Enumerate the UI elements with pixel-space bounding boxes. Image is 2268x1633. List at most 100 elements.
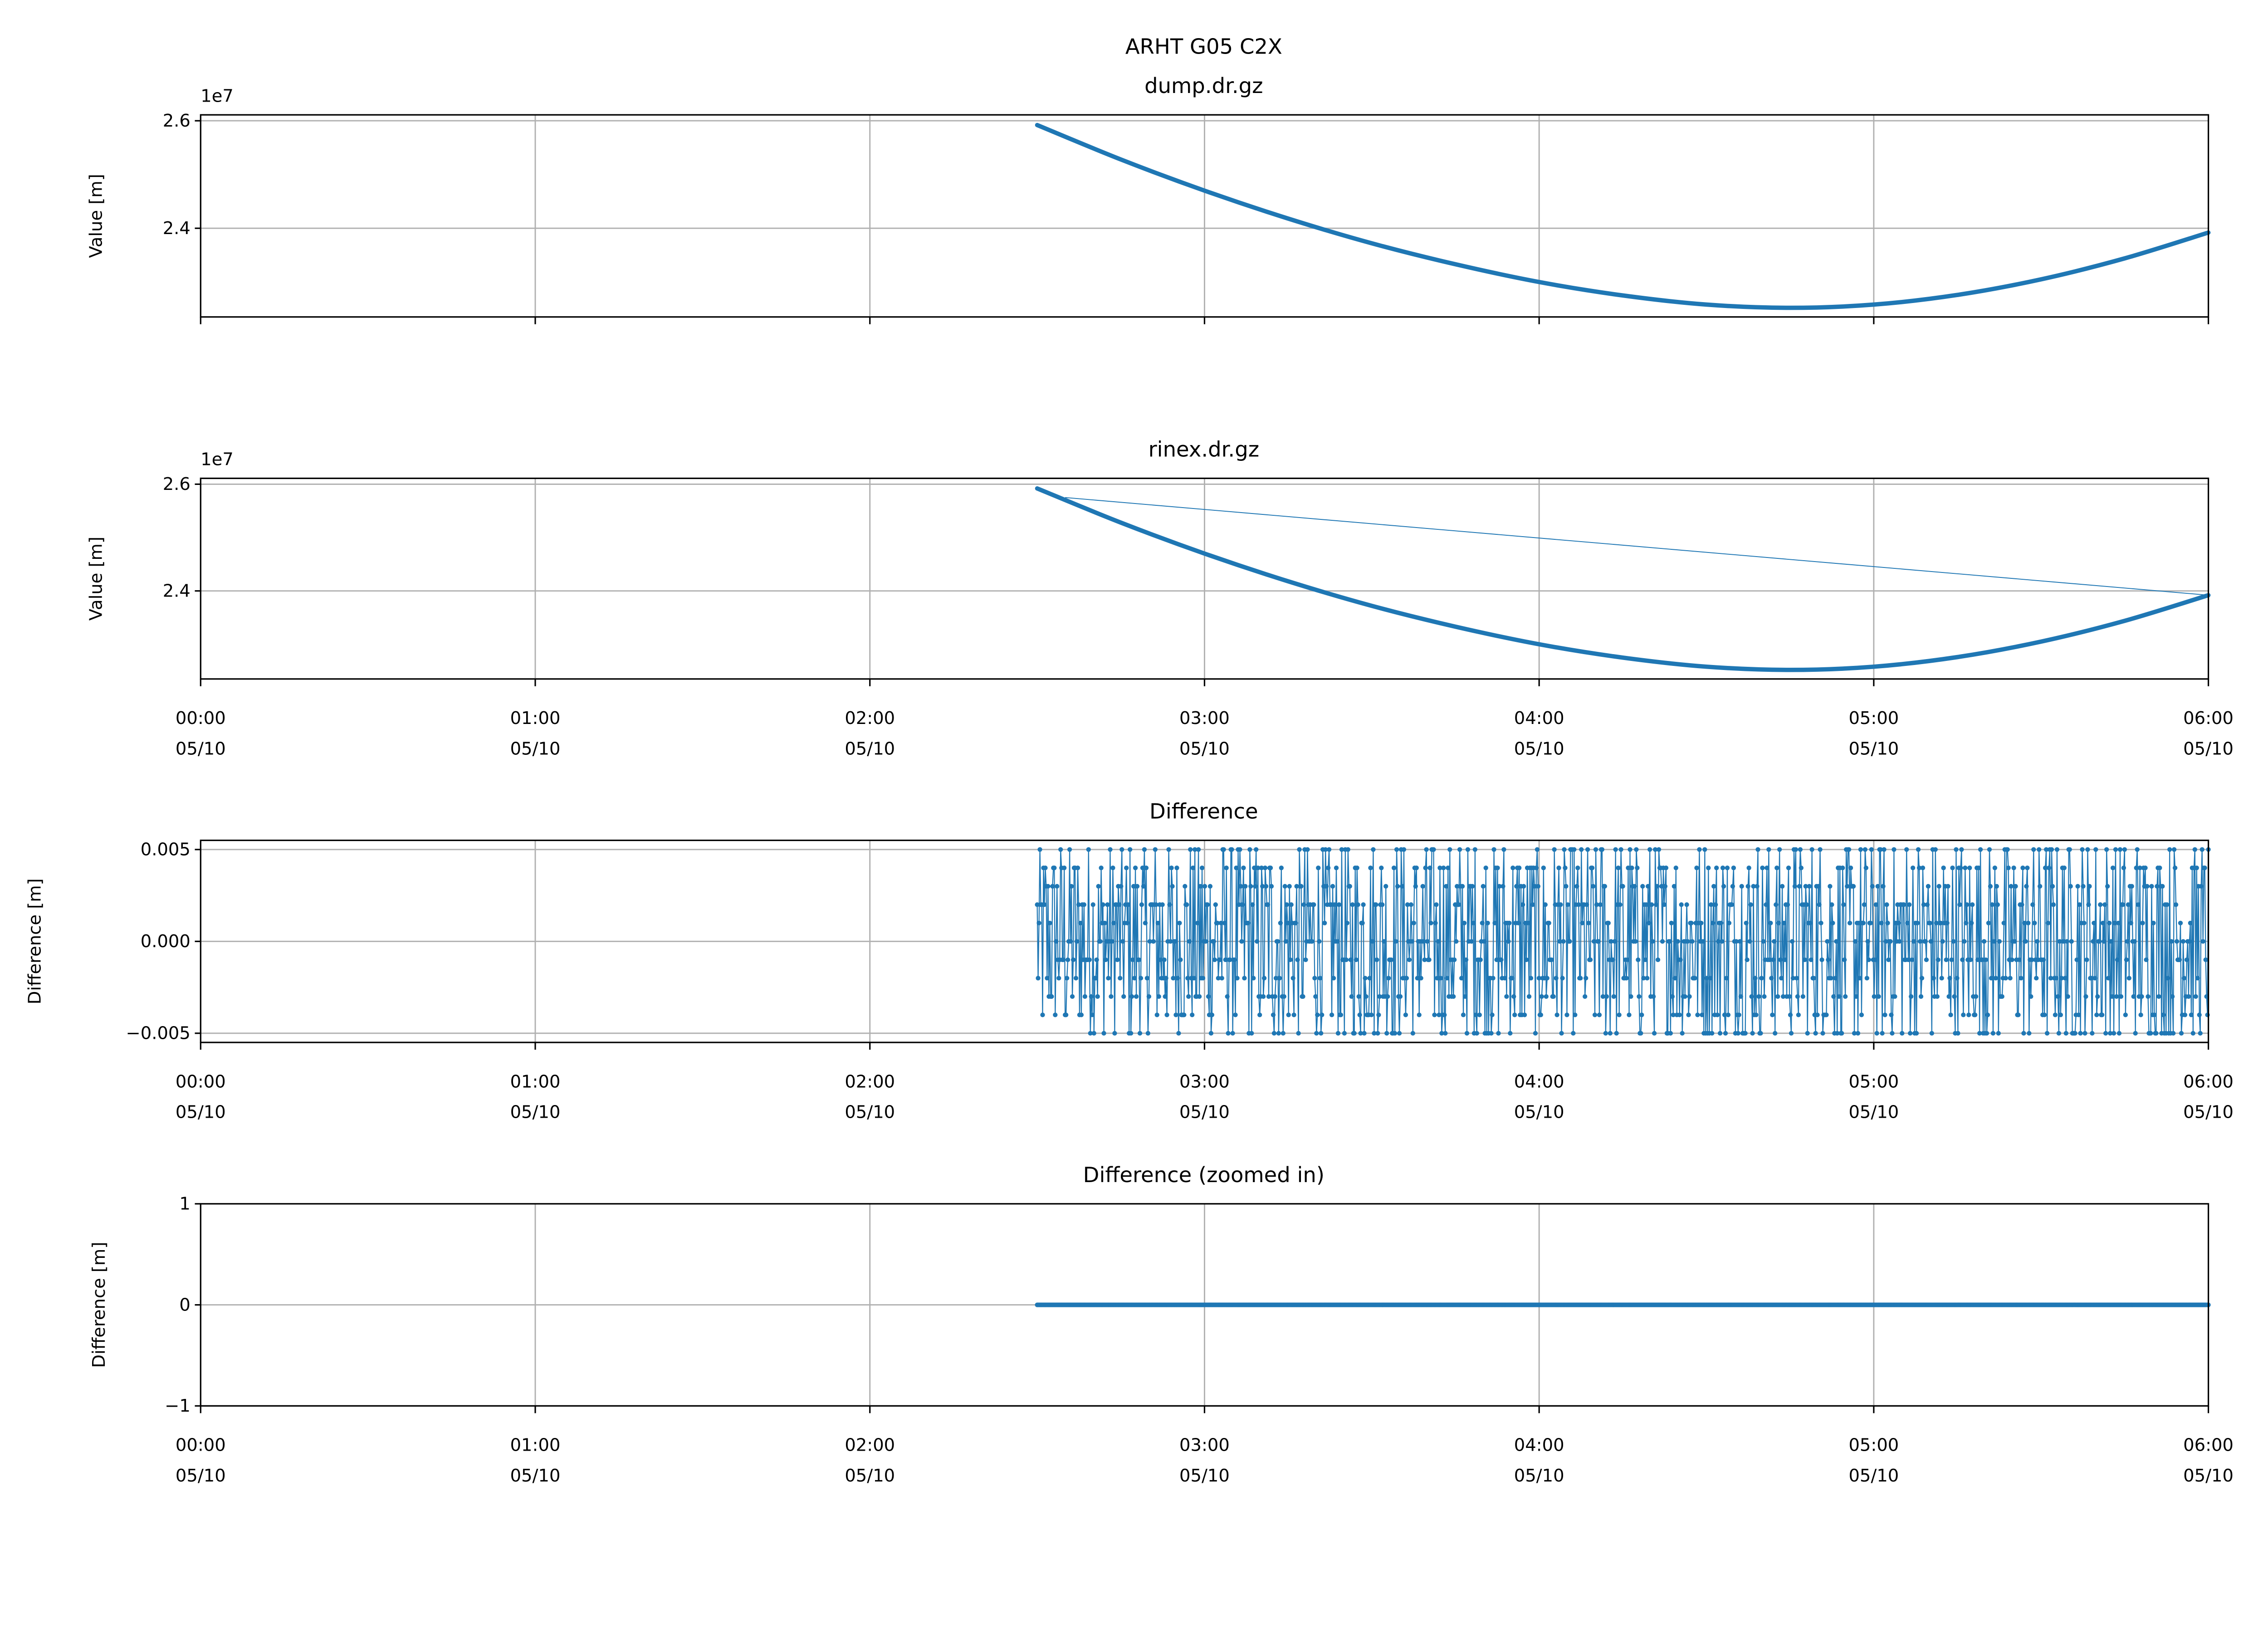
- axes-frame: [200, 1203, 2209, 1407]
- y-tick-label: 2.4: [163, 218, 191, 239]
- data-point: [1929, 1031, 1934, 1036]
- series-line: [1035, 122, 2211, 310]
- data-point: [1608, 1031, 1613, 1036]
- data-point: [1773, 1031, 1778, 1036]
- data-point: [1805, 1031, 1810, 1036]
- x-tick-label-date: 05/10: [2183, 738, 2234, 759]
- x-tick-label-date: 05/10: [1848, 1466, 1899, 1486]
- x-tick-label-time: 02:00: [845, 708, 895, 728]
- x-tick-label-date: 05/10: [510, 738, 561, 759]
- x-tick-label-time: 03:00: [1179, 1435, 1230, 1456]
- data-point: [2048, 976, 2053, 981]
- data-point: [1242, 976, 1247, 981]
- panel-1: 2.4 2.6 dump.dr.gz Value [m] 1e7: [86, 73, 2211, 324]
- panel-3: 0.005 0.000 −0.005 00:00 05/10 01:00 05/10 02:0…: [25, 799, 2234, 1122]
- data-point: [2021, 1031, 2026, 1036]
- data-point: [1335, 1031, 1341, 1036]
- data-point: [1410, 1031, 1415, 1036]
- x-tick-label-time: 06:00: [2183, 1071, 2234, 1092]
- y-tick-label: 0.000: [141, 931, 191, 952]
- x-tick-label-time: 00:00: [176, 1435, 226, 1456]
- x-tick-label-time: 05:00: [1848, 1435, 1899, 1456]
- data-point: [1336, 902, 1342, 907]
- x-tick-label-time: 06:00: [2183, 1435, 2234, 1456]
- data-point: [1914, 1031, 1919, 1036]
- axes-frame: [200, 477, 2209, 680]
- data-point: [1128, 847, 1133, 852]
- y-tick-label: 2.6: [163, 111, 191, 131]
- x-tick-label-date: 05/10: [510, 1466, 561, 1486]
- data-point: [1571, 1031, 1576, 1036]
- data-point: [1668, 1031, 1673, 1036]
- x-tick-label-date: 05/10: [1514, 1466, 1564, 1486]
- data-point: [1090, 902, 1095, 907]
- series: [1035, 847, 2211, 1036]
- data-point: [2107, 1031, 2113, 1036]
- data-point: [1496, 1031, 1501, 1036]
- x-tick-label-time: 04:00: [1514, 1071, 1564, 1092]
- x-tick-label-time: 05:00: [1848, 1071, 1899, 1092]
- data-point: [2126, 976, 2131, 981]
- data-point: [2111, 1031, 2116, 1036]
- data-point: [1855, 1031, 1861, 1036]
- x-tick-label-date: 05/10: [176, 738, 226, 759]
- data-point: [1230, 1031, 1235, 1036]
- y-axis-label: Difference [m]: [89, 1242, 109, 1368]
- figure-title: ARHT G05 C2X: [1125, 34, 1282, 59]
- x-tick-label-date: 05/10: [176, 1102, 226, 1123]
- y-tick-label: −0.005: [126, 1023, 191, 1044]
- data-point: [2200, 939, 2205, 944]
- y-tick-label: 2.4: [163, 581, 191, 601]
- x-tick-label-time: 00:00: [176, 708, 226, 728]
- x-tick-label-date: 05/10: [845, 1102, 895, 1123]
- panel-4: 1 0 −1 00:00 05/10 01:00 05/10 02:00 05/10 03:00 0…: [89, 1163, 2234, 1486]
- x-tick-label-date: 05/10: [845, 738, 895, 759]
- y-tick-label: 0: [179, 1295, 190, 1315]
- data-point: [2116, 1031, 2122, 1036]
- y-tick-label: 2.6: [163, 474, 191, 494]
- x-tick-label-time: 00:00: [176, 1071, 226, 1092]
- data-point: [2078, 1031, 2083, 1036]
- data-point: [1710, 1031, 1715, 1036]
- data-point: [2027, 1031, 2032, 1036]
- panel-title: dump.dr.gz: [1144, 73, 1263, 98]
- figure: ARHT G05 C2X 2.4 2.6 dump.dr.gz Value [m] 1e…: [25, 34, 2234, 1486]
- data-point: [2133, 1031, 2138, 1036]
- data-point: [1464, 1031, 1470, 1036]
- connector-line: [1065, 497, 2209, 596]
- x-tick-label-date: 05/10: [2183, 1102, 2234, 1123]
- x-tick-label-time: 06:00: [2183, 708, 2234, 728]
- x-tick-label-date: 05/10: [1514, 738, 1564, 759]
- panel-2: 2.4 2.6 00:00 05/10 01:00 05/10 02:00 05/10 03:0…: [86, 437, 2234, 759]
- panel-title: rinex.dr.gz: [1149, 437, 1260, 461]
- x-tick-label-date: 05/10: [1179, 738, 1230, 759]
- data-point: [1852, 1031, 1857, 1036]
- x-tick-label-time: 02:00: [845, 1435, 895, 1456]
- x-tick-label-date: 05/10: [1179, 1466, 1230, 1486]
- axes-frame: [200, 114, 2209, 318]
- data-point: [1880, 1031, 1885, 1036]
- y-axis-label: Value [m]: [86, 174, 106, 258]
- data-point: [1996, 1031, 2001, 1036]
- data-point: [1900, 1031, 1905, 1036]
- y-offset-label: 1e7: [200, 450, 234, 470]
- x-tick-label-time: 01:00: [510, 1435, 561, 1456]
- data-point: [1828, 976, 1833, 981]
- data-point: [1372, 1031, 1377, 1036]
- x-tick-label-time: 01:00: [510, 708, 561, 728]
- data-point: [1035, 902, 1040, 907]
- x-tick-label-time: 04:00: [1514, 708, 1564, 728]
- y-tick-label: −1: [165, 1396, 191, 1416]
- data-point: [1342, 1031, 1347, 1036]
- data-point: [1249, 1031, 1254, 1036]
- x-tick-label-time: 02:00: [845, 1071, 895, 1092]
- data-point: [1990, 1031, 1996, 1036]
- y-tick-label: 0.005: [141, 840, 191, 860]
- data-point: [1392, 1031, 1398, 1036]
- x-tick-label-time: 03:00: [1179, 708, 1230, 728]
- data-point: [1472, 847, 1477, 852]
- data-point: [2103, 1031, 2108, 1036]
- y-axis-label: Difference [m]: [25, 878, 45, 1004]
- y-tick-label: 1: [179, 1194, 190, 1214]
- data-point: [1614, 1031, 1619, 1036]
